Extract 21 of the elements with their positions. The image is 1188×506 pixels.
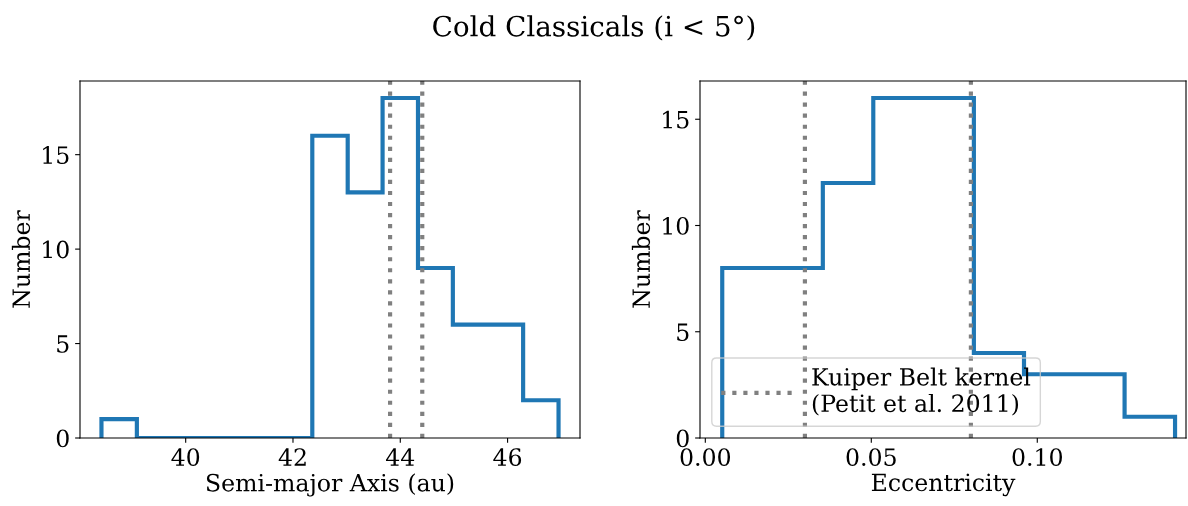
x-tick-label: 0.10 (1012, 448, 1062, 466)
x-axis-title: Eccentricity (871, 473, 1016, 497)
y-tick-label: 0 (56, 429, 69, 448)
x-tick-label: 40 (171, 448, 200, 466)
y-tick-label: 10 (43, 240, 69, 259)
x-axis-title: Semi-major Axis (au) (206, 473, 454, 497)
y-tick-label: 15 (43, 146, 69, 164)
x-tick-label: 42 (278, 448, 306, 466)
x-tick-label: 46 (493, 448, 522, 466)
ref-line-label: Kuiper Belt kernel (Petit et al. 2011) (812, 367, 1031, 416)
x-tick-label: 0.05 (846, 448, 896, 466)
y-axis-title: Number (631, 210, 651, 308)
y-tick-label: 5 (57, 335, 69, 353)
y-axis-title: Number (11, 210, 31, 308)
x-tick-label: 0.00 (680, 448, 731, 466)
chart-title: Cold Classicals (i < 5°) (433, 15, 755, 41)
y-tick-label: 0 (676, 429, 689, 448)
y-tick-label: 10 (663, 216, 689, 235)
x-tick-label: 44 (385, 448, 415, 466)
y-tick-label: 5 (677, 323, 689, 342)
y-tick-label: 15 (663, 110, 689, 129)
